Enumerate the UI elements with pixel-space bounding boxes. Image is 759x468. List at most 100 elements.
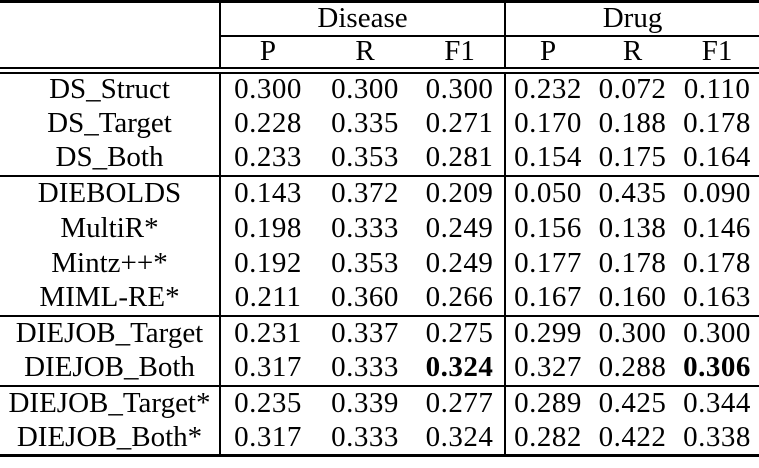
row-label: DIEJOB_Both*	[0, 420, 221, 456]
row-label: DIEBOLDS	[0, 174, 221, 211]
col-header-drug-f1: F1	[675, 35, 759, 74]
metric-cell: 0.235	[220, 384, 315, 421]
col-header-disease-p: P	[220, 35, 315, 74]
metric-cell: 0.232	[514, 73, 582, 106]
table-row: DS_Target 0.228 0.335 0.271 0.170 0.188 0.178	[0, 105, 759, 141]
metric-cell: 0.178	[598, 246, 667, 279]
table-row: DS_Both 0.233 0.353 0.281 0.154 0.175 0.164	[0, 140, 759, 176]
metric-cell: 0.300	[415, 70, 507, 106]
metric-cell: 0.154	[514, 141, 582, 173]
metric-cell: 0.050	[505, 174, 591, 211]
metric-cell: 0.353	[331, 141, 399, 173]
row-label: DIEJOB_Target	[0, 314, 221, 351]
metric-cell: 0.300	[234, 73, 302, 106]
row-label: DS_Struct	[0, 70, 221, 106]
metric-cell: 0.306	[683, 351, 751, 383]
corner-cell-2	[0, 35, 221, 74]
metric-cell: 0.164	[683, 141, 751, 173]
table-body: DS_Struct 0.300 0.300 0.300 0.232 0.072 0.110 D…	[0, 70, 759, 456]
metric-cell: 0.300	[331, 73, 399, 106]
row-label: DIEJOB_Target*	[0, 384, 221, 421]
metric-cell: 0.300	[590, 314, 676, 351]
metric-cell: 0.360	[331, 281, 399, 313]
table-row: DIEJOB_Both* 0.317 0.333 0.324 0.282 0.422 0.3…	[0, 420, 759, 456]
metric-cell: 0.333	[331, 420, 399, 453]
metric-cell: 0.170	[514, 106, 582, 139]
col-header-drug-p: P	[505, 35, 591, 74]
metric-cell: 0.233	[234, 141, 302, 173]
col-header-disease-f1: F1	[415, 35, 507, 74]
metric-cell: 0.143	[220, 174, 315, 211]
metric-cell: 0.156	[514, 211, 582, 244]
metric-cell: 0.110	[683, 73, 751, 106]
col-header-disease-r: R	[315, 35, 415, 74]
row-label: DIEJOB_Both	[0, 350, 221, 386]
row-label: MultiR*	[0, 210, 221, 246]
results-table: Disease Drug P R F1 P R F1 DS_Struct 0.30…	[0, 0, 759, 457]
corner-cell	[0, 1, 221, 36]
table-row: MultiR* 0.198 0.333 0.249 0.156 0.138 0.146	[0, 210, 759, 246]
metric-cell: 0.337	[315, 314, 415, 351]
metric-cell: 0.146	[683, 211, 751, 244]
metric-cell: 0.282	[514, 420, 582, 453]
metric-cell: 0.211	[234, 281, 302, 313]
table-row: DIEJOB_Both 0.317 0.333 0.324 0.327 0.288 0.30…	[0, 350, 759, 386]
row-label: Mintz++*	[0, 245, 221, 281]
metric-cell: 0.281	[415, 140, 507, 176]
table-row: Mintz++* 0.192 0.353 0.249 0.177 0.178 0.178	[0, 245, 759, 281]
metric-cell: 0.333	[331, 211, 399, 244]
metric-cell: 0.344	[675, 384, 759, 421]
metric-cell: 0.138	[598, 211, 667, 244]
group-header-row: Disease Drug	[0, 1, 759, 37]
metric-cell: 0.228	[234, 106, 302, 139]
metric-cell: 0.271	[415, 105, 507, 141]
metric-cell: 0.167	[514, 281, 582, 313]
metric-cell: 0.160	[598, 281, 667, 313]
metric-cell: 0.163	[683, 281, 751, 313]
metric-cell: 0.209	[415, 174, 507, 211]
group-header-drug: Drug	[505, 1, 759, 37]
row-label: DS_Both	[0, 140, 221, 176]
metric-cell: 0.335	[331, 106, 399, 139]
metric-cell: 0.324	[415, 350, 507, 386]
row-label: DS_Target	[0, 105, 221, 141]
metric-cell: 0.372	[315, 174, 415, 211]
metric-cell: 0.072	[598, 73, 667, 106]
metric-cell: 0.231	[220, 314, 315, 351]
group-header-disease: Disease	[220, 1, 507, 37]
metric-cell: 0.299	[505, 314, 591, 351]
metric-header-row: P R F1 P R F1	[0, 35, 759, 74]
col-header-drug-r: R	[590, 35, 676, 74]
table-row: MIML-RE* 0.211 0.360 0.266 0.167 0.160 0.163	[0, 280, 759, 316]
metric-cell: 0.090	[675, 174, 759, 211]
metric-cell: 0.300	[675, 314, 759, 351]
metric-cell: 0.338	[683, 420, 751, 453]
table-row: DIEJOB_Target* 0.235 0.339 0.277 0.289 0.425 0…	[0, 384, 759, 421]
metric-cell: 0.178	[683, 246, 751, 279]
metric-cell: 0.198	[234, 211, 302, 244]
metric-cell: 0.266	[415, 280, 507, 316]
table-row: DIEJOB_Target 0.231 0.337 0.275 0.299 0.300 0.…	[0, 314, 759, 351]
metric-cell: 0.339	[315, 384, 415, 421]
metric-cell: 0.188	[598, 106, 667, 139]
metric-cell: 0.192	[234, 246, 302, 279]
metric-cell: 0.327	[514, 351, 582, 383]
metric-cell: 0.353	[331, 246, 399, 279]
metric-cell: 0.435	[590, 174, 676, 211]
metric-cell: 0.324	[415, 420, 507, 456]
table-row: DS_Struct 0.300 0.300 0.300 0.232 0.072 0.110	[0, 70, 759, 106]
metric-cell: 0.289	[505, 384, 591, 421]
metric-cell: 0.317	[234, 420, 302, 453]
metric-cell: 0.277	[415, 384, 507, 421]
metric-cell: 0.249	[415, 210, 507, 246]
metric-cell: 0.249	[415, 245, 507, 281]
metric-cell: 0.288	[598, 351, 667, 383]
metric-cell: 0.275	[415, 314, 507, 351]
metric-cell: 0.175	[598, 141, 667, 173]
metric-cell: 0.333	[331, 351, 399, 383]
metric-cell: 0.178	[683, 106, 751, 139]
metric-cell: 0.177	[514, 246, 582, 279]
table-row: DIEBOLDS 0.143 0.372 0.209 0.050 0.435 0.090	[0, 174, 759, 211]
metric-cell: 0.317	[234, 351, 302, 383]
row-label: MIML-RE*	[0, 280, 221, 316]
